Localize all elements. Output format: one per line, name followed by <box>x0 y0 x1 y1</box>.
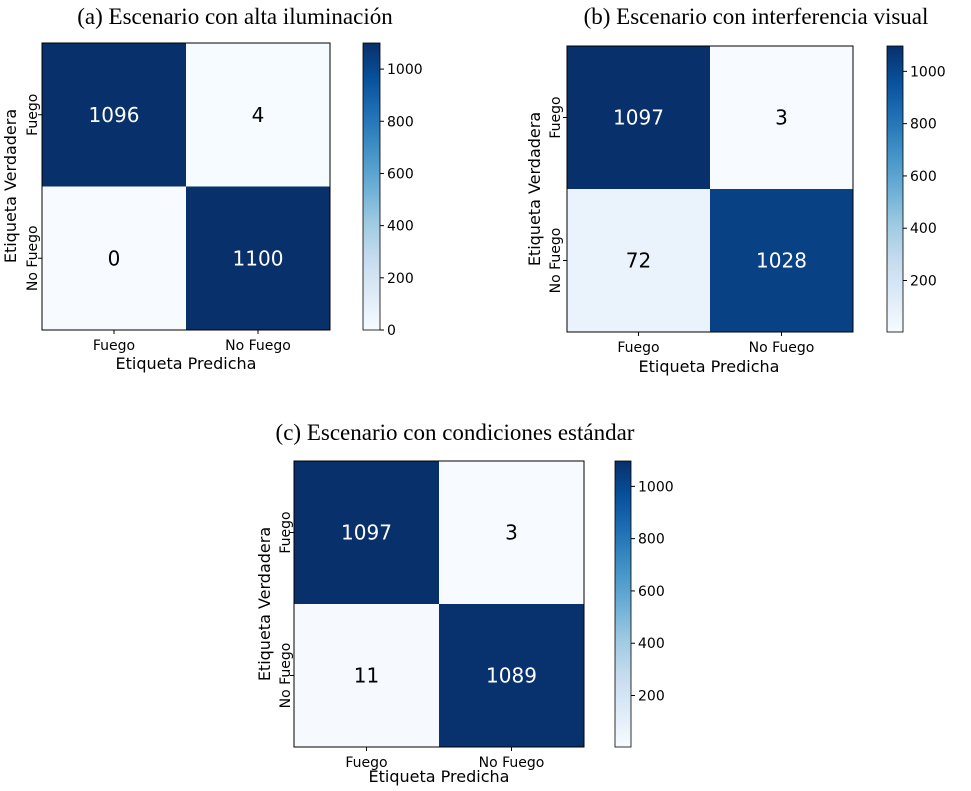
x-tick-label: Fuego <box>93 338 135 354</box>
cell-0-0 <box>567 46 710 189</box>
cell-0-1 <box>186 43 330 187</box>
y-tick-label: No Fuego <box>548 228 564 294</box>
x-tick-label: Fuego <box>617 340 659 356</box>
colorbar-tick-label: 200 <box>910 273 937 289</box>
cell-1-0 <box>567 189 710 332</box>
cell-value-1-1: 1089 <box>486 664 537 688</box>
x-axis-title: Etiqueta Predicha <box>116 354 257 373</box>
cell-0-1 <box>439 461 584 604</box>
cell-value-1-0: 0 <box>108 246 121 270</box>
cell-0-0 <box>294 461 439 604</box>
x-tick-label: No Fuego <box>479 755 545 771</box>
cell-value-0-1: 3 <box>775 106 788 130</box>
cell-1-0 <box>294 604 439 747</box>
y-tick-label: Fuego <box>548 96 564 138</box>
cell-value-1-1: 1028 <box>756 249 807 273</box>
cell-1-1 <box>186 186 330 330</box>
colorbar <box>362 42 381 331</box>
heatmap-panel-3: (c) Escenario con condiciones estándar 10… <box>255 420 674 786</box>
colorbar <box>614 460 632 748</box>
cell-value-0-0: 1097 <box>613 106 664 130</box>
y-axis-title: Etiqueta Verdadera <box>255 527 274 681</box>
matrix-frame <box>41 42 331 331</box>
panel-title: (b) Escenario con interferencia visual <box>584 4 929 29</box>
colorbar-tick-label: 600 <box>638 584 665 600</box>
colorbar-tick-label: 400 <box>910 221 937 237</box>
cell-1-1 <box>439 604 584 747</box>
panel-title: (a) Escenario con alta iluminación <box>77 4 393 29</box>
cell-value-0-1: 4 <box>252 103 265 127</box>
y-axis-title: Etiqueta Verdadera <box>525 112 544 266</box>
y-tick-label: Fuego <box>278 511 294 553</box>
cell-value-1-1: 1100 <box>233 246 284 270</box>
colorbar-tick-label: 0 <box>387 323 396 339</box>
x-axis-title: Etiqueta Predicha <box>369 767 510 786</box>
colorbar-tick-label: 600 <box>387 166 414 182</box>
x-tick-label: Fuego <box>345 755 387 771</box>
colorbar-tick-label: 800 <box>910 117 937 133</box>
cell-1-1 <box>710 189 853 332</box>
y-tick-label: Fuego <box>25 94 41 136</box>
heatmap-panel-2: (b) Escenario con interferencia visual 10… <box>525 4 946 376</box>
colorbar-tick-label: 600 <box>910 169 937 185</box>
colorbar-tick-label: 200 <box>638 688 665 704</box>
colorbar-tick-label: 800 <box>387 114 414 130</box>
matrix-frame <box>293 460 585 748</box>
colorbar-tick-label: 800 <box>638 532 665 548</box>
cell-0-1 <box>710 46 853 189</box>
colorbar-tick-label: 1000 <box>387 62 423 78</box>
cell-value-0-0: 1097 <box>341 521 392 545</box>
colorbar-tick-label: 1000 <box>910 64 946 80</box>
cell-value-0-0: 1096 <box>89 103 140 127</box>
x-tick-label: No Fuego <box>749 340 815 356</box>
y-axis-title: Etiqueta Verdadera <box>1 109 20 263</box>
x-tick-label: No Fuego <box>225 338 291 354</box>
cell-value-1-0: 72 <box>626 249 651 273</box>
cell-value-1-0: 11 <box>354 664 379 688</box>
y-tick-label: No Fuego <box>25 225 41 291</box>
y-tick-label: No Fuego <box>278 643 294 709</box>
colorbar <box>886 45 904 333</box>
x-axis-title: Etiqueta Predicha <box>639 357 780 376</box>
panel-title: (c) Escenario con condiciones estándar <box>276 420 635 445</box>
colorbar-tick-label: 400 <box>638 636 665 652</box>
colorbar-tick-label: 200 <box>387 271 414 287</box>
cell-value-0-1: 3 <box>505 521 518 545</box>
matrix-frame <box>566 45 854 333</box>
colorbar-tick-label: 1000 <box>638 479 674 495</box>
colorbar-tick-label: 400 <box>387 219 414 235</box>
cell-1-0 <box>42 186 186 330</box>
cell-0-0 <box>42 43 186 187</box>
